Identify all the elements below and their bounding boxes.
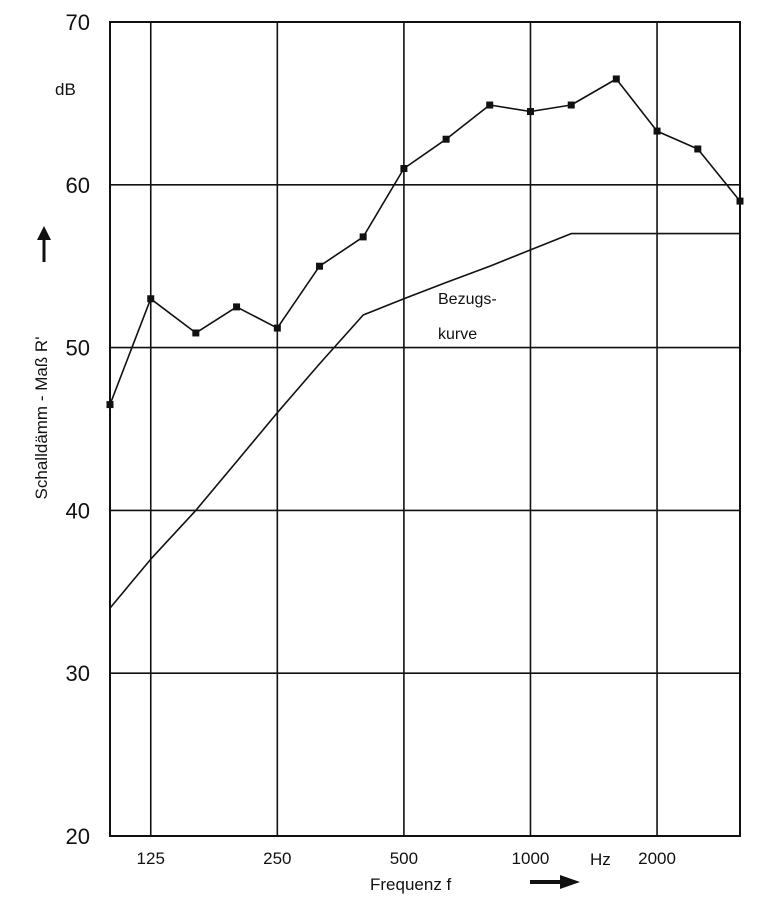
data-point-marker bbox=[653, 127, 661, 135]
y-tick-label: 20 bbox=[66, 824, 90, 849]
y-tick-label: 30 bbox=[66, 661, 90, 686]
x-tick-label: 2000 bbox=[638, 849, 676, 868]
y-axis-arrow-icon bbox=[37, 226, 51, 262]
y-axis-label: Schalldämm - Maß R' bbox=[32, 337, 51, 500]
series-layer bbox=[106, 75, 744, 609]
x-axis-arrow-icon bbox=[530, 875, 580, 889]
data-point-marker bbox=[359, 233, 367, 241]
y-unit-label: dB bbox=[55, 80, 76, 99]
data-point-marker bbox=[400, 165, 408, 173]
plot-frame bbox=[109, 21, 741, 837]
data-point-marker bbox=[233, 303, 241, 311]
x-tick-label: 250 bbox=[263, 849, 291, 868]
data-point-marker bbox=[273, 324, 281, 332]
tick-labels: 20 30 40 50 60 70 125 250 500 1000 2000 bbox=[66, 10, 676, 868]
y-tick-label: 60 bbox=[66, 173, 90, 198]
measured-curve-line bbox=[109, 78, 741, 405]
data-point-marker bbox=[486, 101, 494, 109]
y-tick-label: 70 bbox=[66, 10, 90, 35]
data-point-marker bbox=[567, 101, 575, 109]
x-tick-label: 125 bbox=[137, 849, 165, 868]
annotation-bezugs: Bezugs- bbox=[438, 291, 497, 308]
data-point-marker bbox=[694, 145, 702, 153]
data-point-marker bbox=[526, 108, 534, 116]
data-point-marker bbox=[147, 295, 155, 303]
y-tick-label: 40 bbox=[66, 498, 90, 523]
x-axis-label: Frequenz f bbox=[370, 875, 452, 894]
data-point-marker bbox=[192, 329, 200, 337]
grid bbox=[110, 21, 740, 837]
reference-curve-line bbox=[109, 232, 740, 609]
x-tick-label: 500 bbox=[390, 849, 418, 868]
annotation-kurve: kurve bbox=[438, 326, 477, 343]
data-point-marker bbox=[316, 262, 324, 270]
y-tick-label: 50 bbox=[66, 336, 90, 361]
data-point-marker bbox=[612, 75, 620, 83]
x-unit-label: Hz bbox=[590, 850, 611, 869]
data-point-marker bbox=[442, 135, 450, 143]
x-tick-label: 1000 bbox=[512, 849, 550, 868]
